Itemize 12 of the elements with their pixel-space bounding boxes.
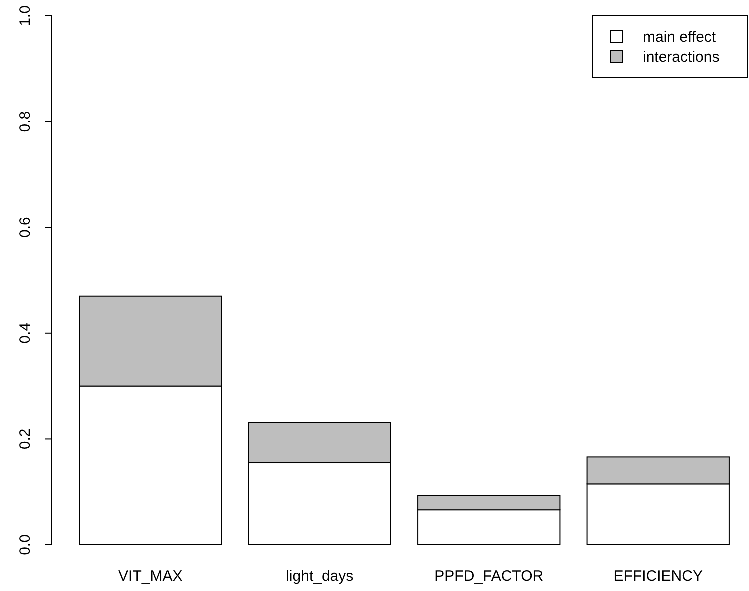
x-tick-label: PPFD_FACTOR bbox=[434, 568, 544, 585]
y-tick-label: 0.6 bbox=[17, 217, 34, 238]
x-tick-label: light_days bbox=[286, 568, 354, 585]
x-tick-label: EFFICIENCY bbox=[614, 568, 703, 585]
x-tick-label: VIT_MAX bbox=[118, 568, 183, 585]
legend-label: main effect bbox=[643, 29, 717, 46]
y-tick-label: 0.4 bbox=[17, 322, 34, 344]
y-tick-label: 0.0 bbox=[17, 534, 34, 556]
y-tick-label: 0.2 bbox=[17, 428, 34, 450]
legend-label: interactions bbox=[643, 49, 720, 66]
y-tick-label: 1.0 bbox=[17, 6, 34, 26]
y-tick-label: 0.8 bbox=[17, 111, 34, 132]
